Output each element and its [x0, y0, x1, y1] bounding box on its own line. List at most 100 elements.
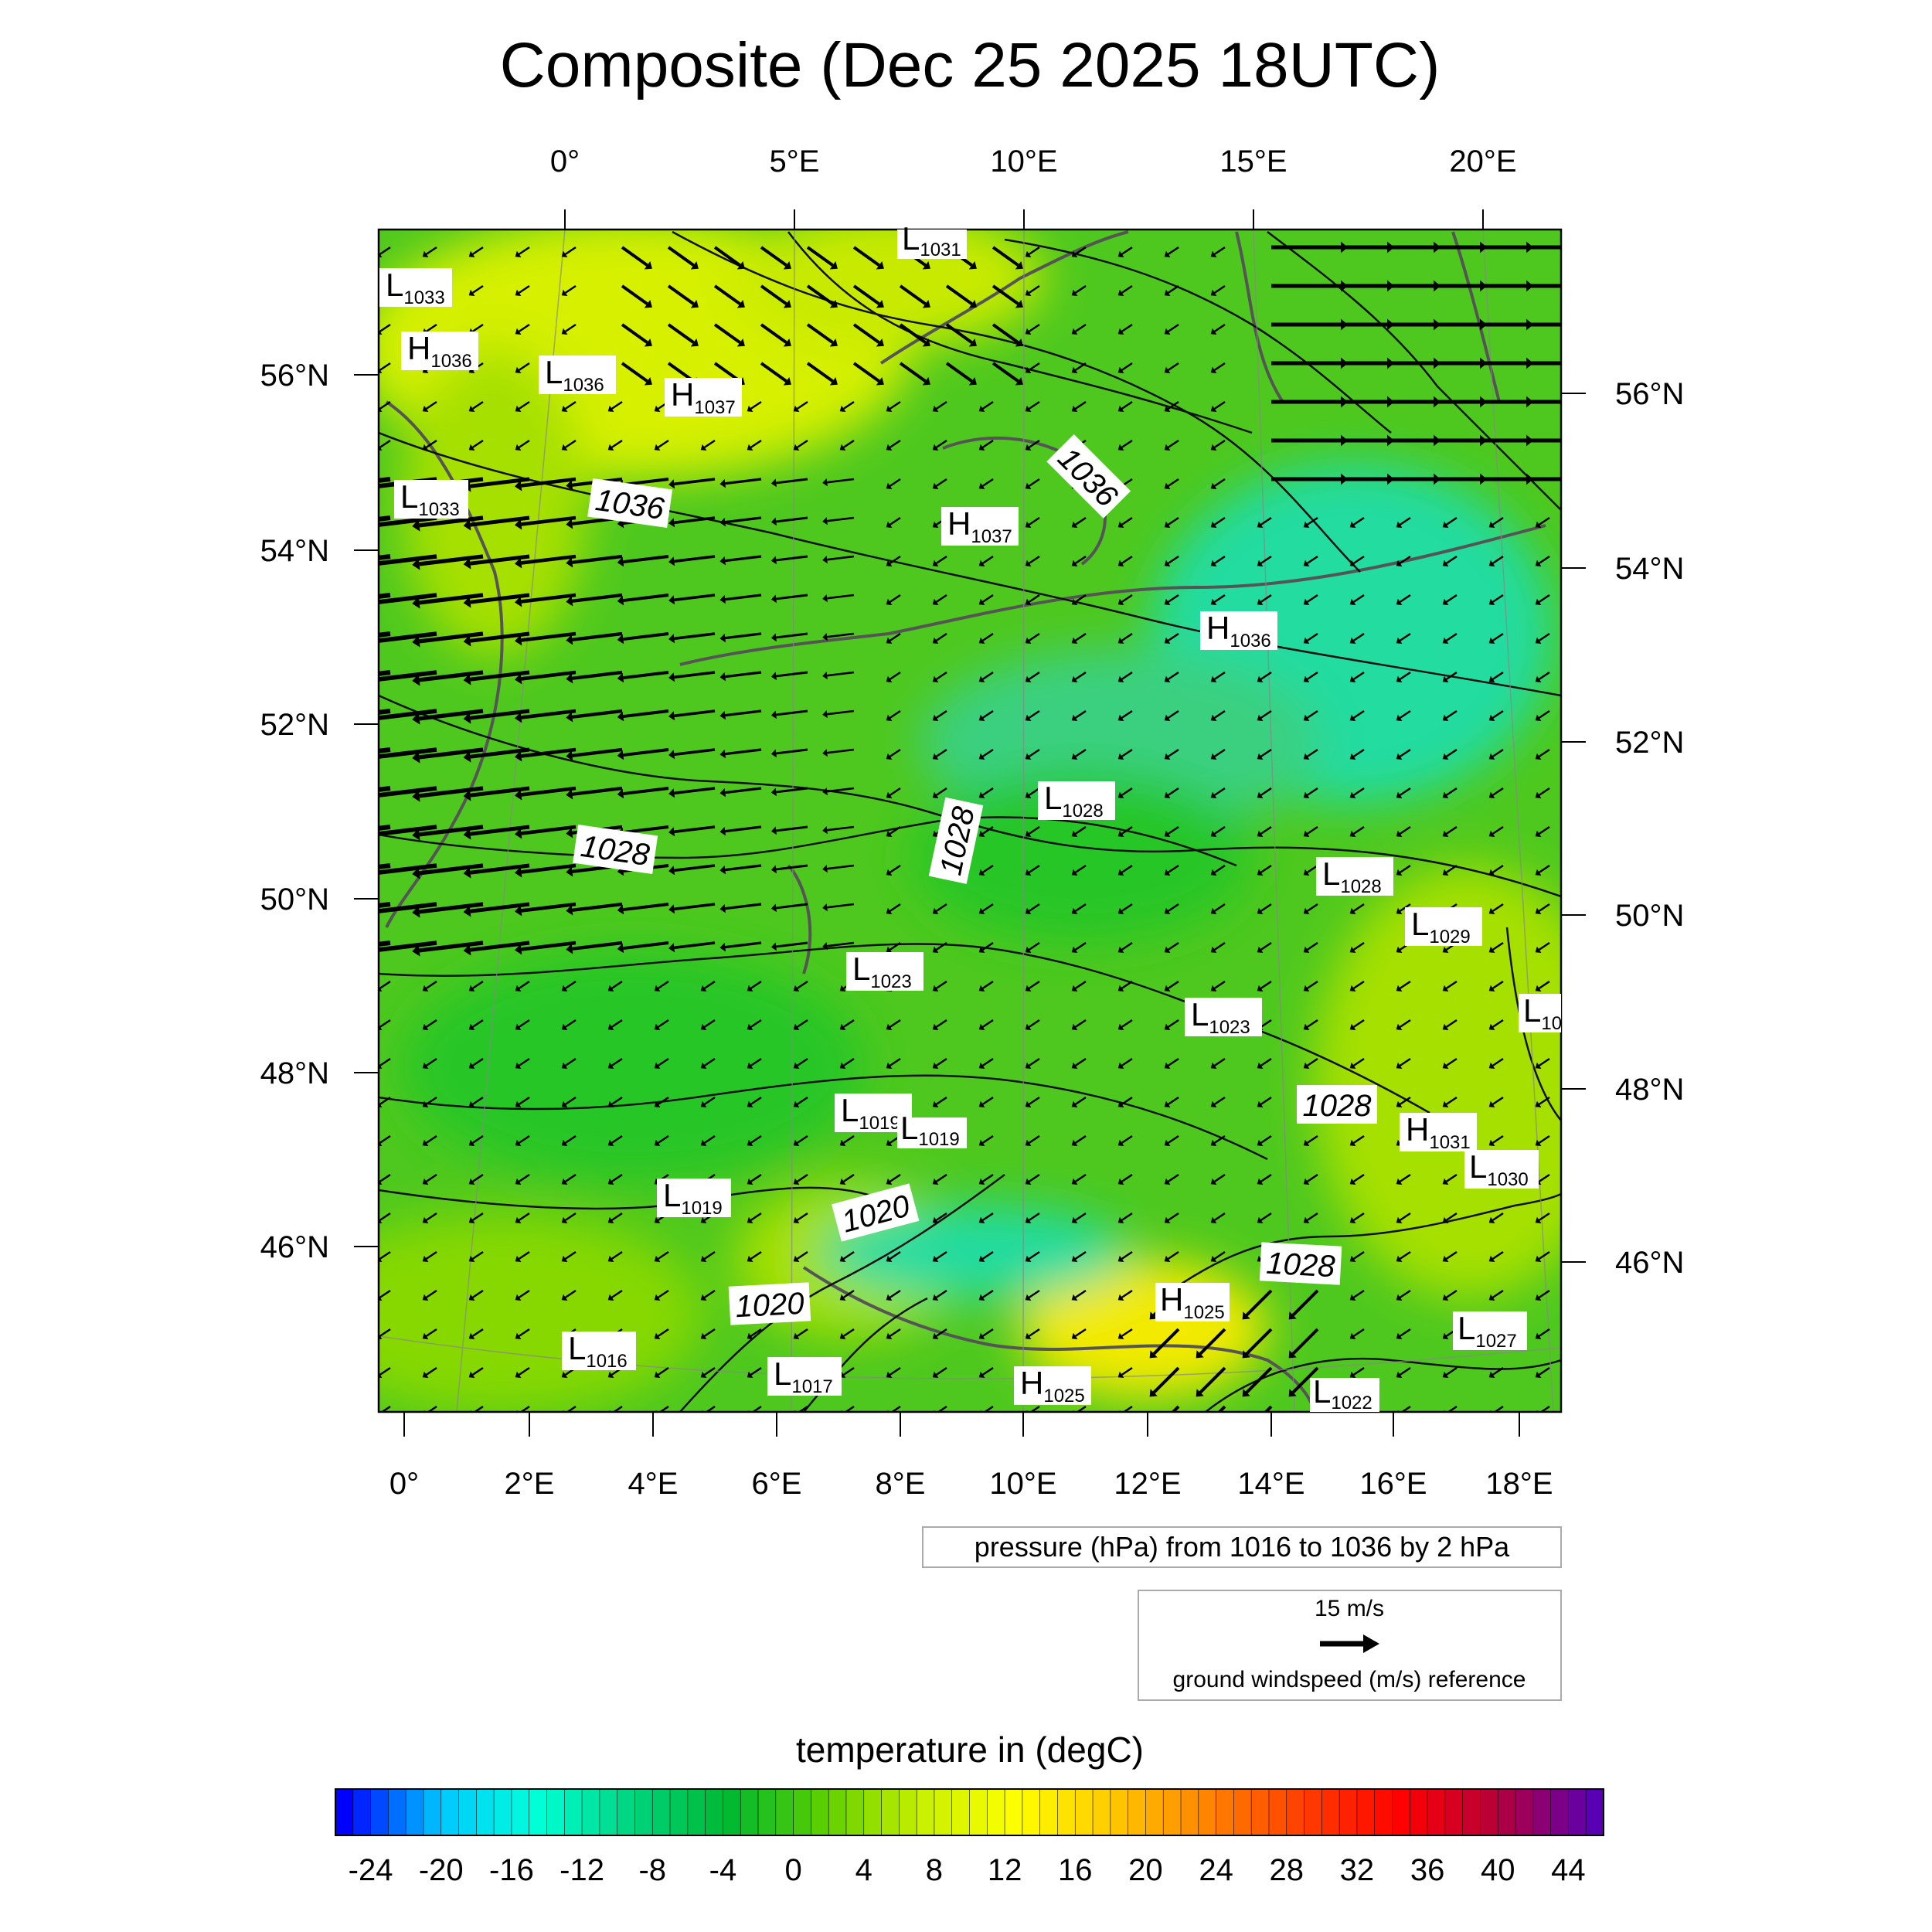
wind-vector-head: [1442, 791, 1449, 799]
wind-vector-shaft: [1492, 1250, 1504, 1260]
wind-vector-shaft: [521, 477, 577, 488]
wind-vector-shaft: [1074, 709, 1087, 719]
wind-vector-shaft: [564, 1212, 577, 1221]
wind-vector-shaft: [470, 786, 530, 798]
wind-vector-head: [1149, 1389, 1158, 1397]
wind-vector-head: [968, 260, 977, 270]
colorbar-tick-label: 32: [1340, 1853, 1375, 1887]
wind-vector-shaft: [379, 786, 437, 798]
wind-vector-head: [1117, 1100, 1124, 1108]
wind-vector-head: [1164, 482, 1171, 490]
wind-vector-shaft: [1399, 1289, 1411, 1298]
pressure-legend-text: pressure (hPa) from 1016 to 1036 by 2 hP…: [975, 1531, 1510, 1563]
wind-vector-shaft: [471, 246, 484, 255]
bottom-lon-label: 12°E: [1114, 1467, 1181, 1501]
wind-vector-shaft: [981, 671, 994, 680]
wind-vector-head: [1619, 474, 1626, 485]
svg-text:H1037: H1037: [671, 376, 736, 418]
wind-vector-head: [1025, 637, 1032, 645]
wind-vector-head: [719, 865, 726, 875]
pressure-center-label: L1019: [835, 1092, 912, 1134]
wind-vector-head: [793, 1255, 800, 1263]
wind-vector-shaft: [1167, 941, 1179, 951]
wind-vector-head: [1349, 1062, 1356, 1070]
wind-vector-shaft: [1199, 1366, 1226, 1394]
wind-vector-shaft: [1492, 787, 1504, 796]
colorbar-cell: [1338, 1788, 1358, 1836]
wind-vector-shaft: [935, 594, 947, 603]
wind-vector-head: [561, 289, 568, 297]
wind-vector-head: [793, 1062, 800, 1070]
wind-vector-head: [1164, 328, 1171, 335]
wind-vector-shaft: [842, 1019, 855, 1028]
wind-vector-shaft: [889, 825, 901, 835]
wind-vector-head: [922, 299, 930, 308]
isobar-contours: [379, 230, 1561, 1412]
wind-vector-head: [1396, 1216, 1403, 1224]
wind-vector-head: [822, 826, 828, 835]
wind-vector-shaft: [1167, 1134, 1179, 1144]
wind-vector-shaft: [852, 246, 880, 267]
colorbar-cell: [1004, 1788, 1023, 1836]
wind-vector-head: [1396, 637, 1403, 645]
wind-vector-head: [422, 1100, 429, 1108]
wind-vector-head: [886, 1371, 893, 1379]
wind-vector-shaft: [621, 284, 648, 305]
wind-vector-shaft: [470, 709, 530, 720]
wind-vector-head: [978, 830, 985, 838]
wind-vector-head: [361, 752, 369, 764]
svg-text:1028: 1028: [1303, 1089, 1372, 1123]
wind-vector-shaft: [945, 323, 973, 344]
wind-vector-head: [422, 1216, 429, 1224]
top-lon-label: 15°E: [1219, 145, 1287, 179]
wind-vector-shaft: [470, 940, 530, 952]
wind-vector-shaft: [658, 1405, 669, 1412]
wind-vector-shaft: [725, 864, 762, 872]
wind-vector-shaft: [419, 670, 484, 682]
wind-vector-shaft: [379, 825, 437, 836]
wind-vector-head: [1488, 830, 1495, 838]
wind-vector-shaft: [842, 1134, 855, 1144]
wind-vector-head: [515, 1332, 522, 1340]
wind-vector-head: [978, 907, 985, 915]
colorbar-cell: [705, 1788, 724, 1836]
wind-vector-shaft: [379, 747, 437, 759]
right-lat-label: 50°N: [1615, 899, 1684, 933]
wind-vector-head: [361, 597, 369, 610]
wind-vector-shaft: [1352, 1057, 1365, 1066]
wind-vector-shaft: [1028, 825, 1040, 835]
svg-text:L1036: L1036: [545, 354, 604, 396]
wind-vector-shaft: [1399, 748, 1411, 757]
wind-vector-shaft: [379, 631, 437, 643]
mild-region-uk: [402, 348, 587, 657]
wind-vector-head: [654, 1255, 661, 1263]
wind-vector-head: [1349, 1139, 1356, 1147]
wind-vector-shaft: [1074, 284, 1087, 294]
colorbar-cell: [1304, 1788, 1323, 1836]
colorbar-cell: [1092, 1788, 1111, 1836]
wind-vector-shaft: [981, 632, 994, 641]
wind-vector-head: [617, 672, 624, 683]
wind-vector-shaft: [1538, 671, 1550, 680]
wind-vector-shaft: [1492, 1289, 1504, 1298]
wind-vector-head: [463, 944, 471, 956]
wind-vector-shaft: [379, 1366, 391, 1376]
wind-vector-shaft: [889, 903, 901, 912]
top-lon-label: 0°: [550, 145, 580, 179]
wind-vector-shaft: [1028, 594, 1040, 603]
pressure-center-label: H1037: [665, 376, 742, 418]
wind-vector-head: [1210, 985, 1217, 992]
wind-vector-shaft: [1492, 1366, 1504, 1376]
wind-vector-head: [1303, 753, 1310, 760]
wind-vector-shaft: [1121, 1173, 1133, 1182]
wind-vector-head: [412, 906, 420, 918]
colorbar-tick-label: 36: [1410, 1853, 1445, 1887]
wind-vectors: [361, 241, 1626, 1412]
wind-vector-shaft: [1213, 980, 1226, 989]
colorbar-cell: [863, 1788, 883, 1836]
pressure-center-label: L1023: [1185, 996, 1262, 1038]
wind-vector-head: [932, 1255, 939, 1263]
wind-vector-head: [1210, 869, 1217, 876]
wind-vector-shaft: [1306, 980, 1318, 989]
wind-vector-head: [1396, 753, 1403, 760]
